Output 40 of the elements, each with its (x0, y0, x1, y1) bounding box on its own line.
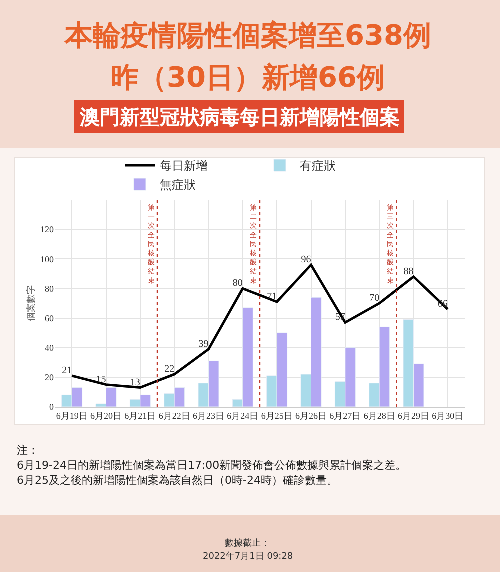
data-label: 21 (62, 365, 72, 376)
legend-label: 無症狀 (160, 178, 196, 192)
text: 2022年7月1日 09:28 (203, 551, 294, 562)
y-tick-label: 40 (45, 343, 54, 354)
x-tick-label: 6月26日 (296, 410, 327, 421)
data-label: 39 (198, 338, 209, 350)
y-tick-label: 60 (45, 313, 54, 324)
data-label: 88 (404, 266, 414, 278)
text: 6月19-24日的新增陽性個案為當日17:00新聞發佈會公佈數據與累計個案之差。 (17, 459, 407, 472)
text: 注： (17, 444, 39, 457)
x-tick-label: 6月28日 (364, 410, 396, 421)
y-tick-label: 100 (40, 254, 54, 264)
data-label: 80 (232, 278, 243, 290)
x-tick-label: 6月20日 (90, 410, 122, 421)
x-tick-label: 6月22日 (158, 410, 190, 421)
data-label: 70 (370, 293, 380, 304)
x-tick-label: 6月23日 (193, 410, 224, 421)
x-tick-label: 6月30日 (432, 410, 464, 421)
text: 6月25及之後的新增陽性個案為該自然日（0時-24時）確診數量。 (17, 474, 338, 487)
y-axis-title: 個案數字 (26, 286, 37, 322)
y-tick-label: 0 (50, 402, 54, 412)
x-tick-label: 6月21日 (124, 410, 156, 421)
text: 數據截止： (225, 538, 270, 549)
y-tick-label: 20 (45, 372, 54, 383)
chart-title: 本輪疫情陽性個案增至638例 (64, 19, 432, 52)
line-series (70, 264, 450, 390)
x-tick-label: 6月19日 (56, 410, 88, 421)
chart-subtitle: 昨（30日）新增66例 (111, 61, 385, 94)
data-label: 22 (164, 364, 175, 375)
x-tick-label: 6月24日 (227, 410, 259, 421)
data-label: 96 (301, 254, 312, 266)
legend-label: 每日新增 (160, 159, 208, 174)
data-label: 13 (130, 377, 140, 388)
x-tick-label: 6月27日 (330, 410, 362, 421)
legend-label: 有症狀 (300, 159, 336, 174)
text: 澳門新型冠狀病毒每日新增陽性個案 (79, 105, 400, 129)
y-tick-label: 120 (40, 224, 54, 235)
x-tick-label: 6月29日 (398, 410, 430, 421)
x-tick-label: 6月25日 (261, 410, 293, 421)
y-tick-label: 80 (45, 284, 54, 294)
